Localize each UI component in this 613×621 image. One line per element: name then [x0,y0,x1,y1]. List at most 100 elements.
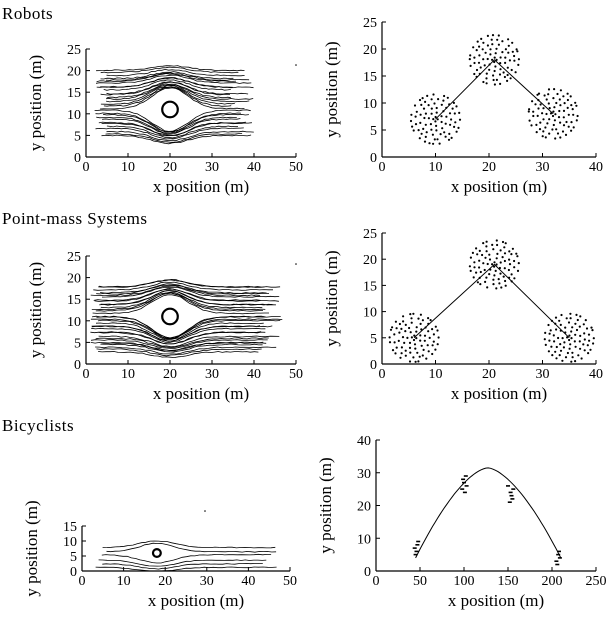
pointmass-groups-point [500,286,503,289]
robots-groups-point [555,101,558,105]
bicyclists-groups-point [463,475,468,477]
robots-groups-point [552,110,555,113]
pointmass-trajectories-trajectory [98,351,259,359]
pointmass-groups-point [558,319,561,322]
robots-groups-point [438,142,441,145]
pointmass-groups-point [419,313,422,316]
bicyclists-groups-y-tick-label: 10 [357,532,371,547]
robots-groups-point [572,113,575,116]
pointmass-groups-point [482,262,485,265]
robots-groups-point [499,82,502,85]
robots-groups-point [493,83,496,86]
pointmass-groups-point [476,281,479,284]
bicyclists-trajectories-x-tick-label: 40 [241,574,255,589]
pointmass-trajectories-trajectory [91,325,261,342]
pointmass-groups-point [583,332,586,335]
robots-groups-point [562,109,566,112]
pointmass-groups-point [414,347,417,350]
pointmass-groups-point [571,351,574,354]
pointmass-groups-point [484,256,487,259]
stray-dot [295,64,297,66]
bicyclists-groups-x-tick-label: 0 [373,574,380,589]
pointmass-groups-point [569,343,572,346]
pointmass-trajectories-y-tick-label: 25 [67,250,81,265]
robots-groups-point [552,97,555,100]
pointmass-groups-y-tick-label: 0 [370,358,377,373]
pointmass-groups-point [590,326,593,329]
pointmass-groups-point [495,263,498,266]
bicyclists-groups-y-tick-label: 30 [357,467,371,482]
robots-groups-point [430,107,433,110]
robots-groups-point [443,94,446,98]
bicyclists-groups-point [507,501,512,503]
robots-trajectories-trajectory [103,113,249,133]
pointmass-groups-point [410,321,413,324]
pointmass-groups-point [479,270,482,274]
bicyclists-groups-x-axis-label: x position (m) [448,591,544,610]
robots-groups-point [427,104,430,107]
robots-groups-point [576,114,579,118]
pointmass-trajectories-y-tick-label: 15 [67,293,81,308]
pointmass-groups-point [575,328,579,332]
pointmass-groups-point [513,259,516,263]
pointmass-groups-point [567,321,571,324]
robots-groups-point [432,93,435,96]
pointmass-groups-point [475,247,478,250]
pointmass-groups-point [431,344,434,347]
robots-groups-point [453,112,456,115]
pointmass-groups-point [570,330,573,333]
robots-groups-point [504,48,507,51]
robots-groups-point [547,93,550,96]
pointmass-groups-point [404,323,407,326]
pointmass-groups-x-axis-label: x position (m) [451,384,547,403]
robots-groups-point [517,58,521,61]
pointmass-groups-point [499,261,502,264]
pointmass-groups-point [469,256,472,259]
robots-groups-point [451,107,454,110]
robots-groups-point [493,56,496,59]
robots-groups-point [455,130,458,133]
robots-groups-point [553,88,556,91]
pointmass-groups-point [501,256,504,259]
robots-groups-point [549,112,553,115]
pointmass-trajectories-axes [85,255,297,365]
robots-groups-point [548,118,551,121]
robots-groups-point [429,123,432,126]
pointmass-trajectories-y-tick-label: 0 [74,358,81,373]
pointmass-groups-point [491,263,494,266]
robots-groups-point [475,75,478,78]
robots-groups-point [441,127,444,130]
pointmass-groups-point [508,258,511,261]
bicyclists-groups-point [506,485,510,487]
robots-groups-point [434,115,437,119]
robots-groups-x-tick-label: 40 [589,160,603,175]
robots-groups-point [539,121,542,124]
pointmass-groups-point [402,320,405,323]
pointmass-groups-point [398,331,401,334]
robots-groups-point [418,98,422,102]
pointmass-groups-point [559,329,562,332]
pointmass-groups-point [493,261,496,264]
pointmass-groups-point [571,326,574,329]
robots-groups-point [544,136,547,139]
pointmass-groups-point [495,239,498,242]
pointmass-groups-point [492,283,495,286]
pointmass-groups-point [419,339,422,342]
pointmass-groups-point [437,336,440,339]
bicyclists-groups-x-tick-label: 100 [454,574,475,589]
robots-groups-point [538,128,542,131]
bicyclists-trajectories-x-tick-label: 20 [158,574,172,589]
pointmass-groups-point [391,349,395,352]
pointmass-trajectories-trajectory [95,322,264,341]
pointmass-groups-point [434,325,437,328]
bicyclists-trajectories-x-tick-label: 0 [79,574,86,589]
robots-groups-point [513,59,516,62]
pointmass-trajectories-trajectory [90,285,261,297]
robots-groups-point [517,63,520,66]
pointmass-groups-point [579,347,582,350]
robots-groups-point [422,107,426,110]
pointmass-groups-point [549,329,552,332]
bicyclists-trajectories-trajectory [102,540,276,549]
pointmass-groups-point [582,343,585,346]
robots-trajectories-trajectory [95,127,244,140]
